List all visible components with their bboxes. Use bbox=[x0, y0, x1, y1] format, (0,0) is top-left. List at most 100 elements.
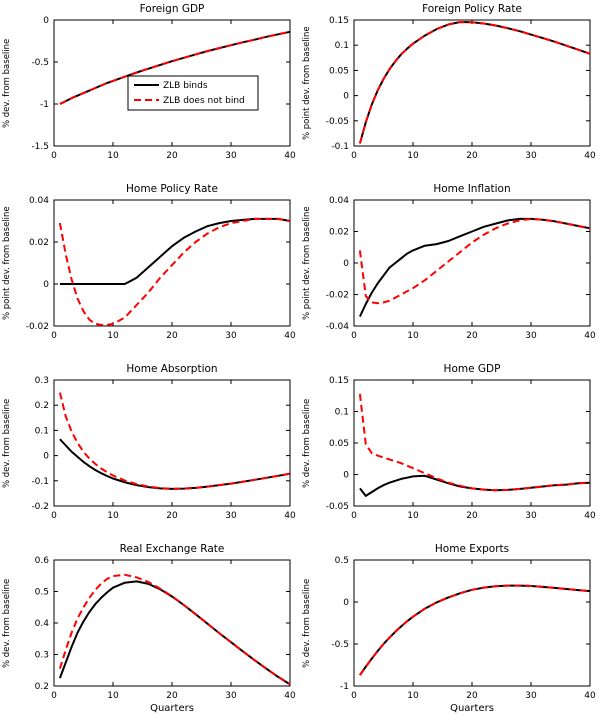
chart-title: Real Exchange Rate bbox=[119, 543, 225, 555]
y-tick-label: 0.15 bbox=[329, 376, 349, 386]
x-tick-label: 0 bbox=[351, 151, 357, 161]
x-tick-label: 0 bbox=[51, 331, 57, 341]
chart-title: Home Inflation bbox=[433, 183, 511, 195]
y-tick-label: -0.1 bbox=[331, 142, 349, 152]
x-tick-label: 30 bbox=[225, 331, 237, 341]
y-tick-label: 0 bbox=[43, 16, 49, 26]
y-tick-label: 0.5 bbox=[35, 588, 49, 598]
x-tick-label: 30 bbox=[225, 511, 237, 521]
y-tick-label: 0 bbox=[43, 452, 49, 462]
series-zlb-binds bbox=[58, 580, 291, 686]
y-tick-label: 0.6 bbox=[35, 556, 50, 566]
y-tick-label: 0 bbox=[343, 259, 349, 269]
axes-box bbox=[353, 19, 591, 147]
y-tick-label: -0.05 bbox=[326, 117, 349, 127]
y-tick-label: -0.04 bbox=[326, 322, 350, 332]
x-tick-label: 10 bbox=[407, 151, 419, 161]
x-tick-label: 40 bbox=[284, 691, 296, 701]
series-zlb-does-not-bind bbox=[359, 584, 591, 676]
y-tick-label: 0 bbox=[43, 280, 49, 290]
legend: ZLB binds ZLB does not bind bbox=[127, 75, 259, 111]
x-tick-label: 20 bbox=[166, 151, 178, 161]
chart-home-absorption: Home Absorption % dev. from baseline 0 10… bbox=[0, 360, 300, 540]
x-tick-label: 0 bbox=[351, 331, 357, 341]
axes-box bbox=[353, 199, 591, 327]
y-tick-label: 0.3 bbox=[35, 376, 49, 386]
chart-title: Home Exports bbox=[434, 543, 510, 555]
y-tick-label: 0.04 bbox=[29, 196, 49, 206]
x-tick-label: 40 bbox=[284, 511, 296, 521]
y-tick-label: -0.5 bbox=[31, 58, 49, 68]
axes-box bbox=[53, 559, 291, 687]
x-tick-label: 10 bbox=[407, 511, 419, 521]
x-tick-label: 10 bbox=[107, 511, 119, 521]
y-tick-label: -0.2 bbox=[31, 502, 49, 512]
x-tick-label: 30 bbox=[525, 151, 537, 161]
y-tick-label: -0.02 bbox=[26, 322, 49, 332]
x-tick-label: 20 bbox=[466, 151, 478, 161]
y-tick-label: 0 bbox=[343, 598, 349, 608]
x-tick-label: 30 bbox=[525, 511, 537, 521]
y-tick-label: 0.2 bbox=[35, 401, 49, 411]
chart-title: Foreign GDP bbox=[139, 3, 205, 15]
x-tick-label: 20 bbox=[166, 331, 178, 341]
x-tick-label: 40 bbox=[584, 691, 596, 701]
x-tick-label: 20 bbox=[466, 691, 478, 701]
x-axis-label: Quarters bbox=[450, 703, 494, 714]
x-tick-label: 40 bbox=[584, 331, 596, 341]
chart-title: Foreign Policy Rate bbox=[422, 3, 522, 15]
y-tick-label: -0.1 bbox=[31, 477, 49, 487]
y-tick-label: -0.02 bbox=[326, 291, 349, 301]
chart-title: Home Absorption bbox=[126, 363, 218, 375]
y-tick-label: 0.02 bbox=[29, 238, 49, 248]
plot-foreign-gdp: 0 10 20 30 40 -1.5 -1 -0.5 0 ZLB binds ZLB does no… bbox=[31, 16, 296, 161]
y-tick-label: 0.05 bbox=[329, 439, 349, 449]
y-tick-label: 0.1 bbox=[335, 408, 349, 418]
axes-box bbox=[353, 559, 591, 687]
x-tick-label: 10 bbox=[107, 151, 119, 161]
x-tick-label: 20 bbox=[166, 691, 178, 701]
x-tick-label: 30 bbox=[225, 151, 237, 161]
series-zlb-does-not-bind bbox=[58, 217, 291, 326]
x-tick-label: 0 bbox=[351, 511, 357, 521]
plot-home-absorption: 0 10 20 30 40 -0.2 -0.1 0 0.1 0.2 0.3 bbox=[31, 376, 296, 521]
x-tick-label: 10 bbox=[107, 691, 119, 701]
x-tick-label: 40 bbox=[284, 151, 296, 161]
axes-box bbox=[53, 199, 291, 327]
axes-box bbox=[53, 379, 291, 507]
x-tick-label: 30 bbox=[525, 331, 537, 341]
y-tick-label: 0.05 bbox=[329, 66, 349, 76]
series-zlb-binds bbox=[59, 217, 291, 285]
x-tick-label: 0 bbox=[51, 691, 57, 701]
series-zlb-does-not-bind bbox=[358, 393, 591, 492]
plot-foreign-policy-rate: 0 10 20 30 40 -0.1 -0.05 0 0.05 0.1 0.15 bbox=[326, 16, 596, 161]
x-tick-label: 20 bbox=[466, 511, 478, 521]
y-tick-label: 0.5 bbox=[335, 556, 349, 566]
series-zlb-binds bbox=[358, 217, 591, 318]
plot-home-exports: 0 10 20 30 40 -1 -0.5 0 0.5 bbox=[331, 556, 596, 701]
y-tick-label: 0.1 bbox=[335, 41, 349, 51]
x-tick-label: 10 bbox=[107, 331, 119, 341]
plot-home-inflation: 0 10 20 30 40 -0.04 -0.02 0 0.02 0.04 bbox=[326, 196, 596, 341]
y-tick-label: -1 bbox=[340, 682, 349, 692]
chart-home-gdp: Home GDP % dev. from baseline 0 10 20 30 40-… bbox=[300, 360, 600, 540]
series-zlb-does-not-bind bbox=[358, 21, 591, 144]
y-tick-label: 0 bbox=[343, 471, 349, 481]
chart-home-inflation: Home Inflation % point dev. from baselin… bbox=[300, 180, 600, 360]
x-tick-label: 0 bbox=[351, 691, 357, 701]
chart-home-policy-rate: Home Policy Rate % point dev. from basel… bbox=[0, 180, 300, 360]
series-zlb-does-not-bind bbox=[358, 217, 591, 305]
y-tick-label: -1 bbox=[40, 100, 49, 110]
chart-foreign-gdp: Foreign GDP % dev. from baseline 0 10 20 30… bbox=[0, 0, 300, 180]
y-tick-label: -0.05 bbox=[326, 502, 349, 512]
y-tick-label: 0.1 bbox=[35, 426, 49, 436]
chart-foreign-policy-rate: Foreign Policy Rate % point dev. from ba… bbox=[300, 0, 600, 180]
y-tick-label: 0.04 bbox=[329, 196, 349, 206]
legend-box bbox=[127, 75, 259, 111]
chart-real-exchange-rate: Real Exchange Rate % dev. from baseline … bbox=[0, 540, 300, 720]
x-tick-label: 30 bbox=[225, 691, 237, 701]
x-tick-label: 40 bbox=[284, 331, 296, 341]
